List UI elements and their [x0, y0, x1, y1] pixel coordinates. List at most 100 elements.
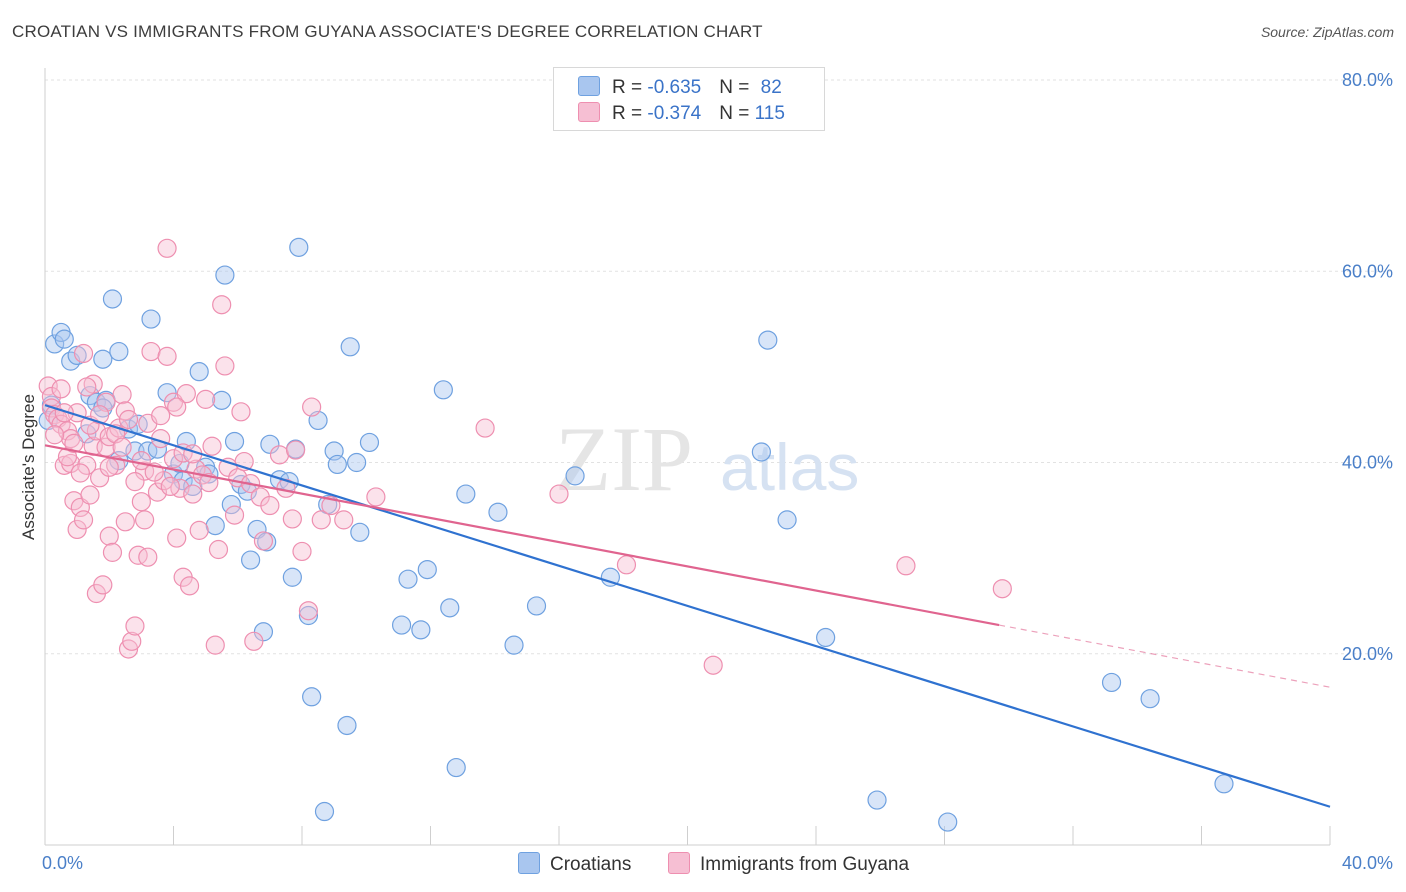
- data-point: [125, 472, 145, 492]
- data-point: [282, 567, 302, 587]
- data-point: [157, 238, 177, 258]
- chart-title: CROATIAN VS IMMIGRANTS FROM GUYANA ASSOC…: [12, 22, 763, 41]
- data-point: [285, 440, 306, 460]
- data-point: [896, 556, 916, 576]
- legend-swatch-croatians: [518, 852, 540, 874]
- data-point: [289, 237, 309, 257]
- legend-box: R = -0.635 N = 82 R = -0.374 N = 115: [553, 67, 825, 131]
- data-point: [183, 484, 203, 504]
- data-point: [260, 495, 280, 516]
- data-point: [196, 389, 216, 409]
- data-point: [334, 510, 354, 530]
- data-point: [163, 449, 184, 469]
- data-point: [260, 434, 280, 454]
- legend-swatch-guyana: [668, 852, 690, 874]
- data-point: [141, 341, 161, 362]
- data-point: [526, 596, 547, 616]
- data-point: [54, 403, 74, 423]
- data-point: [298, 605, 319, 626]
- data-point: [160, 476, 180, 497]
- data-point: [96, 392, 116, 412]
- data-point: [151, 406, 171, 426]
- data-point: [73, 510, 94, 530]
- data-point: [115, 512, 135, 532]
- data-point: [359, 432, 380, 453]
- data-point: [176, 431, 196, 452]
- data-point: [992, 579, 1012, 599]
- watermark-atlas: atlas: [720, 430, 859, 504]
- x-tick-label: 40.0%: [1342, 853, 1393, 873]
- data-point: [224, 505, 245, 525]
- data-point: [212, 295, 232, 315]
- data-point: [64, 433, 84, 453]
- data-point: [231, 402, 251, 422]
- data-point: [70, 463, 90, 483]
- data-point: [138, 441, 158, 461]
- data-point: [167, 528, 187, 548]
- data-point: [417, 559, 437, 580]
- data-point: [751, 442, 771, 462]
- data-point: [128, 545, 148, 565]
- data-point: [118, 409, 139, 430]
- legend-label-croatians: Croatians: [550, 854, 632, 875]
- data-point: [102, 542, 123, 562]
- data-point: [134, 510, 155, 530]
- data-point: [253, 531, 274, 551]
- data-point: [292, 541, 312, 562]
- data-point: [179, 576, 200, 596]
- data-point: [398, 569, 418, 589]
- data-point: [93, 575, 113, 595]
- data-point: [122, 631, 142, 651]
- data-point: [244, 631, 264, 651]
- watermark-zip: ZIP: [555, 408, 693, 510]
- data-point: [51, 379, 71, 399]
- data-point: [777, 510, 797, 530]
- data-point: [616, 555, 637, 575]
- trend-line-croatians: [44, 404, 1331, 808]
- legend-r-label: R =: [612, 103, 648, 124]
- y-axis-label: Associate's Degree: [19, 394, 38, 540]
- data-point: [549, 484, 569, 504]
- data-point: [77, 377, 97, 397]
- data-point: [440, 598, 460, 618]
- data-point: [90, 468, 110, 488]
- data-point: [867, 790, 887, 810]
- data-point: [215, 265, 235, 285]
- trend-line-guyana-extension: [999, 624, 1331, 688]
- y-tick-label: 40.0%: [1342, 453, 1393, 473]
- data-point: [411, 620, 431, 640]
- data-point: [456, 484, 476, 504]
- data-point: [112, 385, 132, 405]
- legend-r-value: -0.635: [647, 77, 702, 98]
- legend-row-croatians: R = -0.635 N = 82: [578, 76, 782, 98]
- data-point: [77, 455, 97, 475]
- data-point: [138, 547, 158, 567]
- data-point: [54, 329, 74, 349]
- data-point: [212, 390, 232, 410]
- legend-n-value: 115: [754, 103, 785, 124]
- legend-item-croatians[interactable]: Croatians: [518, 852, 631, 876]
- data-point: [134, 461, 155, 481]
- data-point: [366, 487, 386, 507]
- data-point: [504, 635, 524, 655]
- data-point: [221, 494, 241, 515]
- data-point: [157, 383, 177, 403]
- data-point: [565, 466, 585, 486]
- data-point: [176, 384, 196, 404]
- data-point: [205, 635, 225, 655]
- data-point: [340, 337, 360, 357]
- data-point: [241, 550, 261, 570]
- data-point: [816, 627, 836, 648]
- data-point: [269, 445, 290, 465]
- y-tick-label: 60.0%: [1342, 261, 1393, 281]
- legend-swatch-guyana: [578, 102, 600, 122]
- data-point: [433, 380, 453, 400]
- legend-r-label: R =: [612, 77, 648, 98]
- x-tick-label: 0.0%: [42, 853, 83, 873]
- legend-r-value: -0.374: [647, 103, 702, 124]
- data-point: [205, 516, 225, 536]
- data-point: [45, 334, 65, 354]
- legend-item-guyana[interactable]: Immigrants from Guyana: [668, 852, 909, 876]
- data-point: [1140, 689, 1160, 709]
